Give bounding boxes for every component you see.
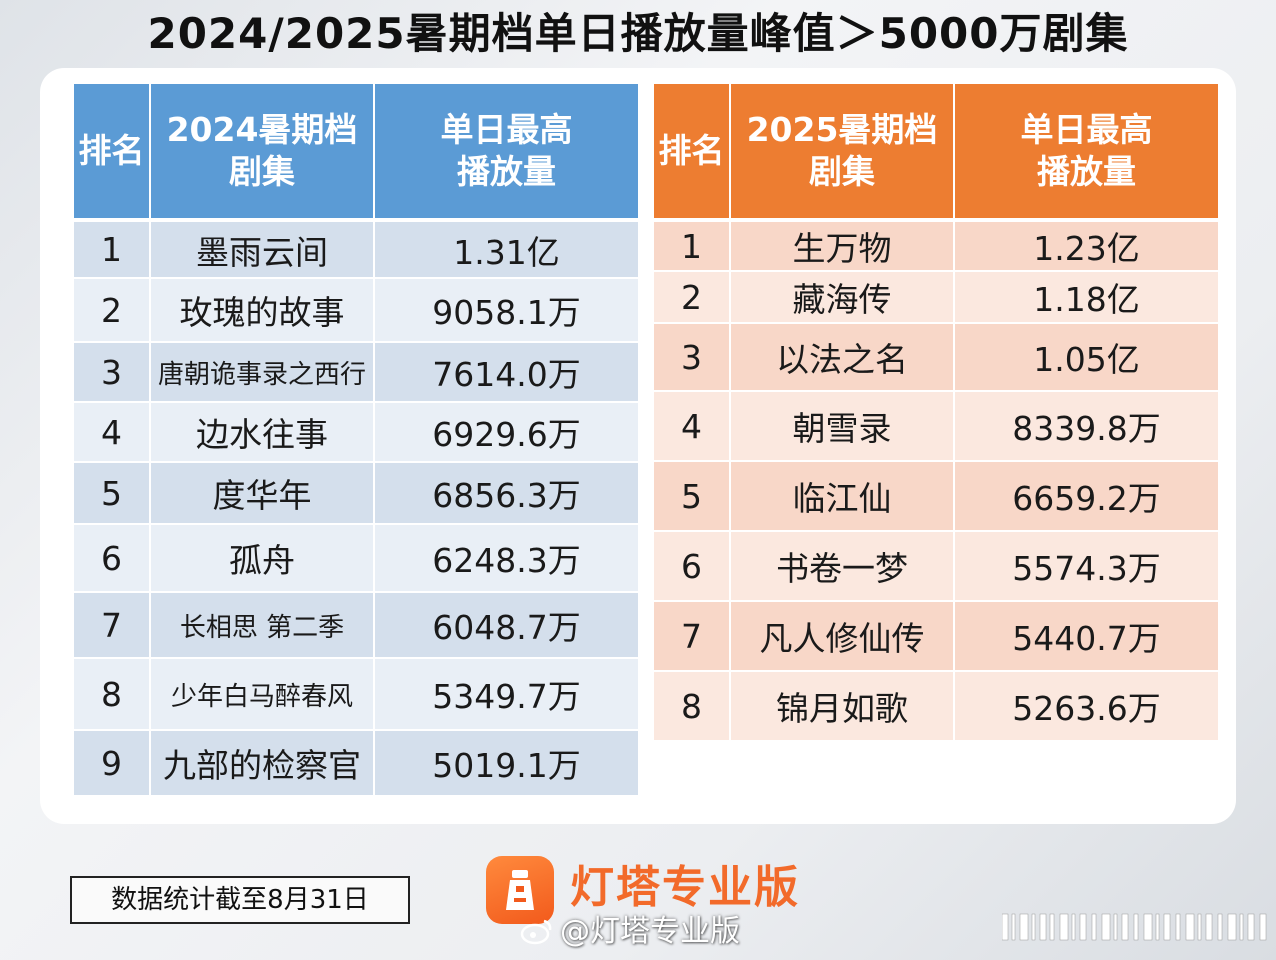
rank-cell: 4 — [654, 391, 731, 462]
table-row: 6 孤舟 6248.3万 — [74, 524, 638, 593]
weibo-icon — [520, 916, 554, 946]
table-row: 7 长相思 第二季 6048.7万 — [74, 592, 638, 659]
lighthouse-icon — [486, 856, 554, 924]
table-2025: 排名 2025暑期档剧集 单日最高播放量 1 生万物 1.23亿 2 藏海传 1.18亿 3… — [654, 84, 1218, 742]
table-2025-body: 1 生万物 1.23亿 2 藏海传 1.18亿 3 以法之名 1.05亿 4 朝雪录 8339.8万 5… — [654, 220, 1218, 742]
rank-cell: 8 — [74, 658, 151, 731]
watermark: @灯塔专业版 — [560, 914, 740, 949]
table-row: 9 九部的检察官 5019.1万 — [74, 730, 638, 797]
peak-cell: 5574.3万 — [954, 531, 1218, 602]
drama-cell: 玫瑰的故事 — [150, 278, 375, 343]
drama-cell: 以法之名 — [730, 323, 955, 392]
table-row: 6 书卷一梦 5574.3万 — [654, 531, 1218, 602]
table-row: 1 墨雨云间 1.31亿 — [74, 220, 638, 279]
peak-cell: 1.31亿 — [374, 220, 638, 279]
drama-cell: 书卷一梦 — [730, 531, 955, 602]
drama-cell: 九部的检察官 — [150, 730, 375, 797]
drama-cell: 生万物 — [730, 220, 955, 272]
table-2024-body: 1 墨雨云间 1.31亿 2 玫瑰的故事 9058.1万 3 唐朝诡事录之西行 7614.0万 4… — [74, 220, 638, 797]
drama-cell: 墨雨云间 — [150, 220, 375, 279]
drama-cell: 长相思 第二季 — [150, 592, 375, 659]
header-drama-label: 2024暑期档剧集 — [166, 110, 358, 191]
drama-cell: 度华年 — [150, 462, 375, 525]
peak-cell: 7614.0万 — [374, 342, 638, 403]
table-2024: 排名 2024暑期档剧集 单日最高播放量 1 墨雨云间 1.31亿 2 玫瑰的故事 905… — [74, 84, 638, 797]
drama-cell: 少年白马醉春风 — [150, 658, 375, 731]
peak-cell: 5019.1万 — [374, 730, 638, 797]
rank-cell: 3 — [74, 342, 151, 403]
table-row: 2 玫瑰的故事 9058.1万 — [74, 278, 638, 343]
peak-cell: 1.23亿 — [954, 220, 1218, 272]
peak-cell: 6048.7万 — [374, 592, 638, 659]
rank-cell: 3 — [654, 323, 731, 392]
peak-cell: 6856.3万 — [374, 462, 638, 525]
drama-cell: 边水往事 — [150, 402, 375, 463]
table-row: 5 临江仙 6659.2万 — [654, 461, 1218, 532]
data-cutoff-note: 数据统计截至8月31日 — [70, 876, 410, 924]
drama-cell: 锦月如歌 — [730, 671, 955, 742]
table-row: 1 生万物 1.23亿 — [654, 220, 1218, 272]
peak-cell: 6248.3万 — [374, 524, 638, 593]
table-row: 4 朝雪录 8339.8万 — [654, 391, 1218, 462]
drama-cell: 唐朝诡事录之西行 — [150, 342, 375, 403]
header-peak: 单日最高播放量 — [954, 84, 1218, 222]
peak-cell: 5263.6万 — [954, 671, 1218, 742]
peak-cell: 9058.1万 — [374, 278, 638, 343]
header-drama-label: 2025暑期档剧集 — [746, 110, 938, 191]
table-row: 3 以法之名 1.05亿 — [654, 323, 1218, 392]
table-row: 8 少年白马醉春风 5349.7万 — [74, 658, 638, 731]
rank-cell: 9 — [74, 730, 151, 797]
barcode-icon — [1002, 913, 1267, 941]
rank-cell: 2 — [74, 278, 151, 343]
table-row: 8 锦月如歌 5263.6万 — [654, 671, 1218, 742]
page-title: 2024/2025暑期档单日播放量峰值＞5000万剧集 — [147, 9, 1129, 58]
peak-cell: 1.05亿 — [954, 323, 1218, 392]
table-header-row: 排名 2025暑期档剧集 单日最高播放量 — [654, 84, 1218, 222]
table-row: 5 度华年 6856.3万 — [74, 462, 638, 525]
rank-cell: 2 — [654, 271, 731, 324]
drama-cell: 孤舟 — [150, 524, 375, 593]
rank-cell: 6 — [654, 531, 731, 602]
table-row: 4 边水往事 6929.6万 — [74, 402, 638, 463]
table-header-row: 排名 2024暑期档剧集 单日最高播放量 — [74, 84, 638, 222]
peak-cell: 5349.7万 — [374, 658, 638, 731]
drama-cell: 藏海传 — [730, 271, 955, 324]
peak-cell: 1.18亿 — [954, 271, 1218, 324]
table-row: 2 藏海传 1.18亿 — [654, 271, 1218, 324]
rank-cell: 4 — [74, 402, 151, 463]
header-peak: 单日最高播放量 — [374, 84, 638, 222]
rank-cell: 7 — [654, 601, 731, 672]
header-peak-label: 单日最高播放量 — [1020, 110, 1153, 191]
rank-cell: 7 — [74, 592, 151, 659]
header-drama: 2025暑期档剧集 — [730, 84, 955, 222]
rank-cell: 6 — [74, 524, 151, 593]
header-drama: 2024暑期档剧集 — [150, 84, 375, 222]
rank-cell: 1 — [654, 220, 731, 272]
peak-cell: 5440.7万 — [954, 601, 1218, 672]
peak-cell: 6659.2万 — [954, 461, 1218, 532]
brand-name: 灯塔专业版 — [570, 862, 800, 913]
peak-cell: 8339.8万 — [954, 391, 1218, 462]
header-rank: 排名 — [74, 84, 151, 222]
rank-cell: 8 — [654, 671, 731, 742]
header-rank: 排名 — [654, 84, 731, 222]
peak-cell: 6929.6万 — [374, 402, 638, 463]
drama-cell: 朝雪录 — [730, 391, 955, 462]
table-row: 3 唐朝诡事录之西行 7614.0万 — [74, 342, 638, 403]
rank-cell: 1 — [74, 220, 151, 279]
header-peak-label: 单日最高播放量 — [440, 110, 573, 191]
rank-cell: 5 — [654, 461, 731, 532]
drama-cell: 凡人修仙传 — [730, 601, 955, 672]
table-row: 7 凡人修仙传 5440.7万 — [654, 601, 1218, 672]
drama-cell: 临江仙 — [730, 461, 955, 532]
rank-cell: 5 — [74, 462, 151, 525]
